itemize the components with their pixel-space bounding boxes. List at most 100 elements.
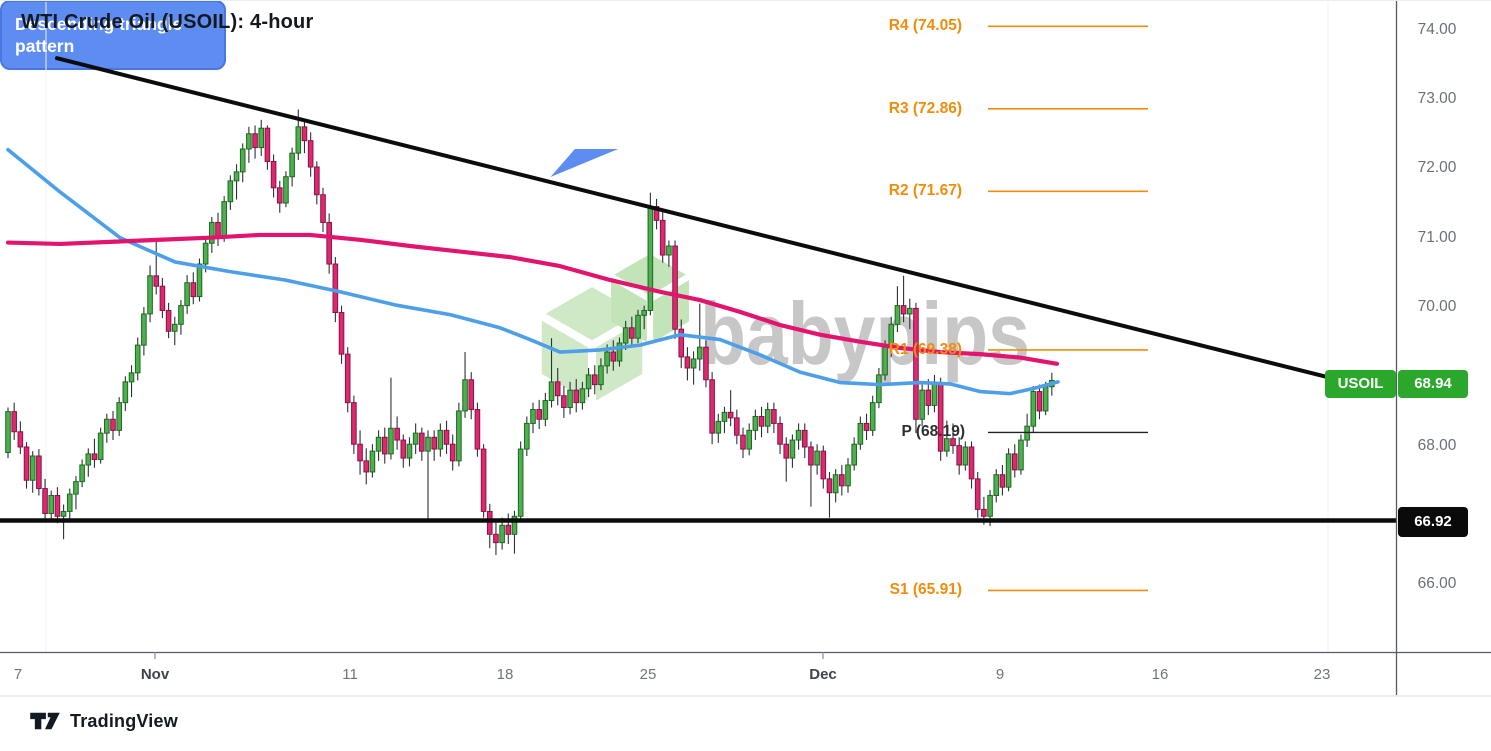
- pivot-label-s1: S1 (65.91): [889, 581, 962, 599]
- candle-up: [73, 481, 79, 495]
- candle-down: [950, 438, 956, 447]
- candle-up: [1005, 453, 1012, 488]
- candle-down: [839, 474, 845, 487]
- support-price-badge: 66.92: [1398, 507, 1468, 537]
- descending-trendline[interactable]: [55, 56, 1354, 386]
- candle-down: [734, 417, 740, 436]
- candle-down: [629, 327, 635, 339]
- candle-down: [443, 429, 450, 445]
- candle-down: [153, 275, 160, 287]
- candle-up: [48, 494, 55, 515]
- candle-down: [968, 446, 975, 480]
- descending-triangle-callout[interactable]: Descending triangle pattern: [0, 0, 226, 70]
- candle-down: [320, 194, 326, 223]
- candle-up: [97, 432, 104, 460]
- date-axis-label: Nov: [140, 666, 170, 683]
- candle-down: [808, 446, 814, 466]
- candle-up: [690, 358, 697, 369]
- candle-down: [474, 409, 481, 450]
- candle-down: [363, 460, 370, 473]
- candle-up: [894, 305, 901, 325]
- candle-down: [956, 445, 962, 466]
- candle-up: [882, 346, 888, 376]
- candle-down: [215, 221, 221, 237]
- candle-down: [270, 160, 277, 189]
- candle-down: [653, 206, 660, 221]
- candle-down: [394, 427, 400, 441]
- candle-down: [165, 309, 172, 332]
- candle-down: [264, 127, 271, 162]
- candle-up: [752, 415, 759, 431]
- candle-down: [684, 356, 691, 369]
- candle-down: [900, 305, 907, 315]
- candle-up: [795, 429, 802, 441]
- candle-up: [227, 180, 234, 203]
- candle-up: [388, 427, 394, 455]
- candle-down: [709, 379, 715, 434]
- candle-up: [128, 372, 135, 383]
- candle-down: [344, 353, 351, 404]
- candle-up: [141, 313, 147, 346]
- candle-up: [876, 374, 882, 404]
- candle-down: [449, 443, 456, 462]
- date-axis-label: 11: [342, 666, 358, 683]
- candle-down: [659, 219, 666, 256]
- candle-down: [1036, 391, 1043, 412]
- candle-up: [647, 206, 654, 311]
- moving-average-blue: [6, 147, 1060, 396]
- date-axis-label: 9: [995, 666, 1005, 683]
- candle-down: [554, 381, 561, 397]
- candle-down: [561, 395, 567, 408]
- candle-up: [622, 327, 629, 344]
- candle-down: [493, 533, 499, 544]
- candle-up: [857, 422, 864, 445]
- tradingview-logo-icon[interactable]: [28, 709, 62, 733]
- candle-down: [381, 436, 388, 455]
- candle-up: [598, 365, 604, 386]
- candle-up: [283, 176, 289, 204]
- pivot-label-r3: R3 (72.86): [888, 99, 962, 117]
- candle-up: [233, 171, 240, 182]
- candle-up: [258, 127, 265, 149]
- candle-down: [783, 443, 790, 459]
- tradingview-wordmark[interactable]: TradingView: [70, 710, 178, 731]
- candle-up: [721, 411, 728, 422]
- candle-up: [134, 344, 141, 374]
- candle-up: [60, 510, 67, 517]
- candle-up: [239, 148, 246, 173]
- candle-down: [999, 474, 1006, 488]
- price-axis-label: 71.00: [1417, 228, 1457, 246]
- candle-up: [746, 429, 752, 450]
- candle-down: [400, 439, 407, 459]
- candle-up: [764, 409, 771, 427]
- candle-down: [91, 453, 98, 460]
- candle-up: [202, 242, 209, 265]
- candle-up: [814, 450, 820, 466]
- candle-up: [5, 411, 11, 454]
- candle-down: [610, 351, 617, 362]
- candle-up: [987, 494, 993, 517]
- candle-up: [79, 464, 85, 483]
- candle-down: [190, 282, 197, 298]
- candle-up: [851, 443, 857, 466]
- candle-down: [974, 478, 981, 510]
- candle-down: [276, 187, 283, 204]
- pivot-label-r2: R2 (71.67): [888, 182, 962, 200]
- date-axis-label: 25: [639, 666, 657, 683]
- candle-down: [431, 436, 437, 450]
- candle-up: [406, 443, 413, 459]
- candle-down: [351, 402, 357, 445]
- candle-down: [23, 446, 30, 481]
- candle-up: [1018, 439, 1024, 471]
- candle-down: [17, 431, 24, 448]
- candle-down: [672, 245, 678, 330]
- candle-down: [758, 415, 765, 427]
- candle-up: [425, 436, 431, 452]
- date-axis-label: 7: [13, 666, 23, 683]
- candle-up: [462, 379, 468, 412]
- candle-up: [517, 448, 524, 517]
- candle-up: [184, 282, 190, 307]
- candle-down: [981, 508, 987, 517]
